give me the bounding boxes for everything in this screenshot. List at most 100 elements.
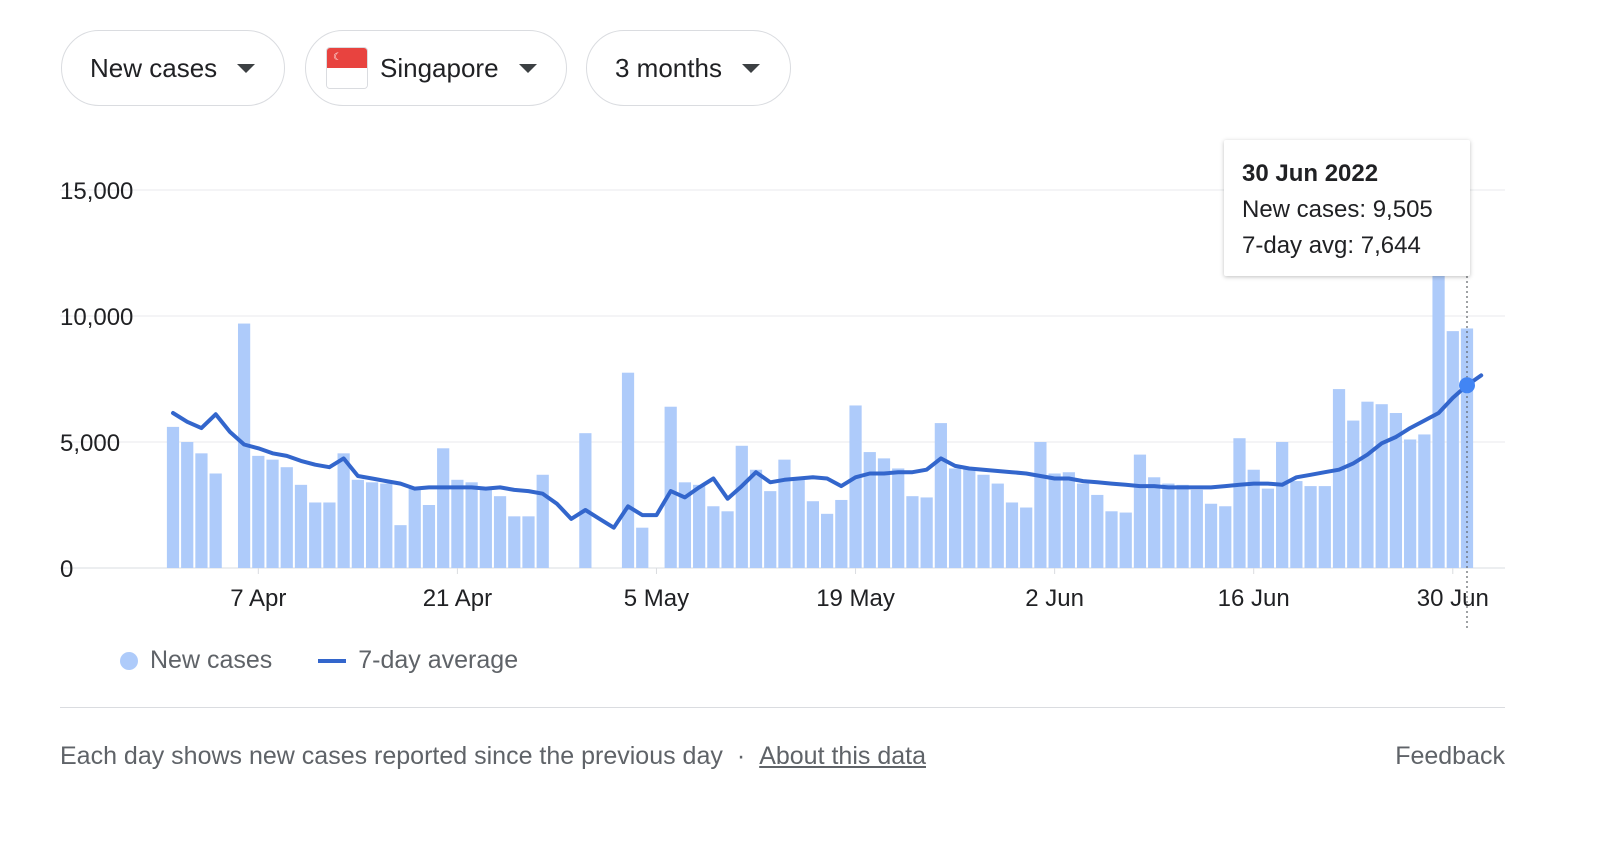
bar	[309, 502, 322, 568]
bar	[1190, 489, 1203, 568]
x-tick-label: 30 Jun	[1417, 585, 1489, 612]
y-tick-label: 15,000	[60, 178, 133, 205]
x-tick-label: 7 Apr	[230, 585, 286, 612]
bar	[1020, 507, 1033, 568]
time-range-selector-label: 3 months	[615, 52, 722, 83]
bar	[522, 516, 535, 568]
y-tick-label: 10,000	[60, 304, 133, 331]
bar	[323, 502, 336, 568]
bar	[906, 496, 919, 568]
bar	[792, 477, 805, 568]
bar	[1119, 512, 1132, 568]
tooltip-new-cases: New cases: 9,505	[1242, 196, 1433, 223]
bar	[1347, 420, 1360, 568]
bar	[835, 499, 848, 568]
singapore-flag-icon: ☾	[326, 47, 368, 89]
bar	[1332, 389, 1346, 568]
bar	[621, 372, 635, 568]
time-range-selector[interactable]: 3 months	[586, 30, 791, 106]
country-selector[interactable]: ☾ Singapore	[305, 30, 567, 106]
bar	[1432, 273, 1445, 568]
bar	[821, 513, 834, 568]
bar	[1162, 483, 1175, 568]
bar	[493, 496, 507, 568]
bar	[778, 459, 791, 568]
x-tick-label: 16 Jun	[1218, 585, 1290, 612]
bar	[1389, 413, 1403, 568]
bar	[166, 426, 180, 568]
bar	[1304, 486, 1317, 568]
bar	[294, 484, 308, 568]
bar	[1148, 477, 1161, 568]
caret-down-icon	[237, 63, 256, 73]
bar	[1261, 488, 1275, 568]
bar	[920, 497, 933, 568]
bar	[181, 442, 194, 568]
new-cases-legend-dot-icon	[120, 651, 138, 670]
bar	[479, 487, 492, 568]
country-selector-label: Singapore	[380, 52, 499, 83]
bar	[1005, 502, 1019, 568]
footer-separator: ·	[736, 742, 746, 770]
bar	[963, 468, 976, 568]
bar	[1219, 506, 1232, 568]
metric-selector[interactable]: New cases	[61, 30, 285, 106]
bar	[1247, 469, 1260, 568]
bar	[422, 505, 436, 568]
bar	[1375, 404, 1388, 568]
bar	[735, 445, 748, 568]
bar	[1133, 454, 1147, 568]
bar	[280, 467, 293, 568]
seven-day-average-line	[171, 373, 1484, 530]
bar	[707, 506, 720, 568]
x-tick-label: 5 May	[624, 585, 689, 612]
x-tick-label: 2 Jun	[1025, 585, 1084, 612]
bar	[1276, 442, 1289, 568]
bar	[1105, 511, 1118, 568]
cases-chart[interactable]: 0 5,000 10,000 15,000 7 Apr 21 Apr 5 May 19 May…	[0, 0, 1600, 700]
bar	[806, 501, 819, 568]
bar	[209, 473, 222, 568]
metric-selector-label: New cases	[90, 52, 218, 83]
bar	[1048, 473, 1061, 568]
bar	[380, 483, 393, 568]
bar	[1062, 472, 1075, 568]
legend-7day-average-label: 7-day average	[358, 646, 519, 674]
bar	[1034, 442, 1047, 568]
about-this-data-link[interactable]: About this data	[759, 742, 926, 770]
x-tick-label: 19 May	[816, 585, 895, 612]
bar	[664, 406, 677, 568]
bar	[678, 482, 692, 568]
bar	[721, 511, 734, 568]
y-tick-label: 0	[60, 556, 73, 583]
bar	[892, 468, 905, 568]
bar	[365, 482, 379, 568]
bar	[693, 484, 706, 568]
bar	[1204, 503, 1218, 568]
bar	[934, 423, 947, 568]
x-tick-label: 21 Apr	[423, 585, 492, 612]
chart-tooltip: 30 Jun 2022 New cases: 9,505 7-day avg: …	[1224, 140, 1470, 276]
bar	[636, 527, 649, 568]
bar	[849, 405, 862, 568]
bar	[1091, 494, 1104, 568]
bar	[764, 491, 777, 568]
bar	[1176, 484, 1189, 568]
bar	[252, 455, 265, 568]
bar	[1233, 438, 1246, 568]
bar	[977, 474, 990, 568]
footer-note-text: Each day shows new cases reported since …	[60, 742, 723, 770]
feedback-link[interactable]: Feedback	[1395, 742, 1505, 770]
bar	[579, 433, 592, 568]
bar	[1318, 486, 1331, 568]
chart-legend: New cases 7-day average	[120, 646, 518, 675]
caret-down-icon	[741, 63, 760, 73]
highlight-point	[1459, 377, 1475, 394]
bar	[337, 453, 350, 568]
bar	[1290, 481, 1303, 568]
legend-new-cases-label: New cases	[150, 646, 273, 674]
y-tick-label: 5,000	[60, 430, 120, 457]
tooltip-7day-avg: 7-day avg: 7,644	[1242, 232, 1421, 259]
bar	[508, 516, 521, 568]
bar	[451, 479, 464, 568]
